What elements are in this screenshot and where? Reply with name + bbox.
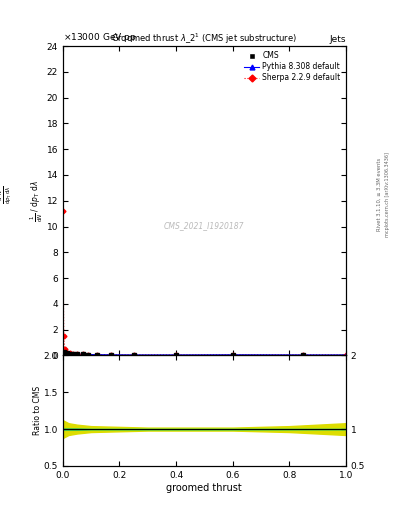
Text: CMS_2021_I1920187: CMS_2021_I1920187: [164, 221, 244, 230]
Text: Jets: Jets: [329, 34, 346, 44]
Text: $\frac{\mathrm{d}^2 N}{\mathrm{d}p_\mathrm{T}\,\mathrm{d}\lambda}$: $\frac{\mathrm{d}^2 N}{\mathrm{d}p_\math…: [0, 185, 13, 204]
Legend: CMS, Pythia 8.308 default, Sherpa 2.2.9 default: CMS, Pythia 8.308 default, Sherpa 2.2.9 …: [242, 50, 342, 84]
Title: Groomed thrust $\lambda\_2^1$ (CMS jet substructure): Groomed thrust $\lambda\_2^1$ (CMS jet s…: [112, 32, 297, 46]
Text: $\times$13000 GeV pp: $\times$13000 GeV pp: [63, 31, 136, 44]
Text: mcplots.cern.ch [arXiv:1306.3436]: mcplots.cern.ch [arXiv:1306.3436]: [385, 152, 389, 237]
Text: Rivet 3.1.10, ≥ 3.3M events: Rivet 3.1.10, ≥ 3.3M events: [377, 158, 382, 231]
X-axis label: groomed thrust: groomed thrust: [167, 482, 242, 493]
Y-axis label: Ratio to CMS: Ratio to CMS: [33, 386, 42, 435]
Y-axis label: $\frac{1}{\mathrm{d}N}\ /\ \mathrm{d}p_\mathrm{T}\ \mathrm{d}\lambda$: $\frac{1}{\mathrm{d}N}\ /\ \mathrm{d}p_\…: [29, 180, 45, 222]
